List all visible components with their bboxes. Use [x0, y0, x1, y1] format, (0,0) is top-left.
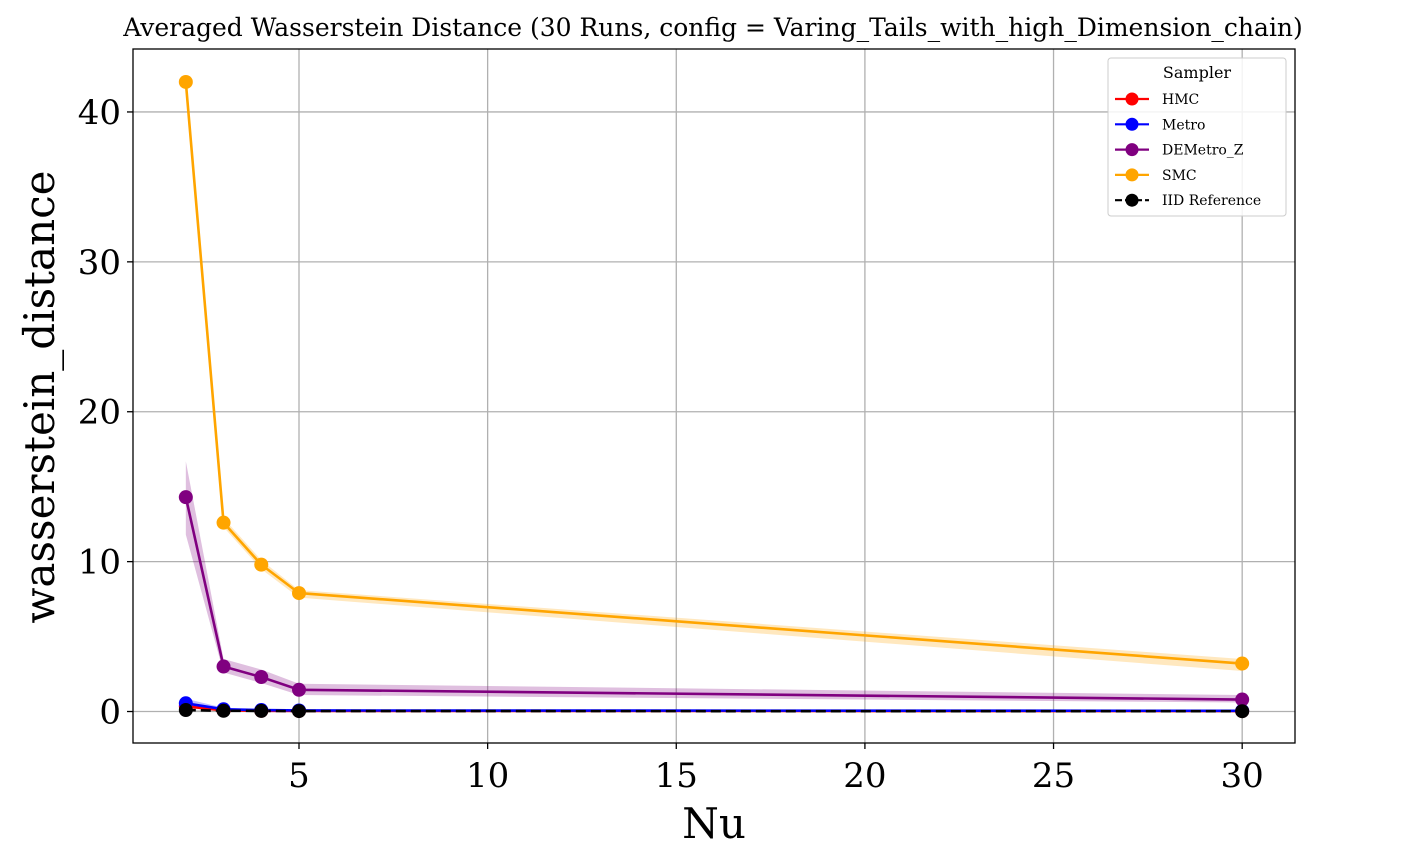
x-axis-label: Nu — [682, 799, 746, 848]
demetro-z-point — [178, 490, 193, 505]
legend-item-metro: Metro — [1115, 117, 1205, 133]
x-tick-label: 25 — [1032, 756, 1075, 796]
smc-point — [1235, 656, 1250, 671]
legend-item-smc: SMC — [1115, 168, 1197, 184]
legend-marker-iid-reference — [1125, 193, 1139, 207]
legend-entries: HMC Metro DEMetro_Z SMC IID Reference — [1115, 92, 1261, 209]
legend-item-demetro-z: DEMetro_Z — [1115, 143, 1244, 159]
smc-point — [254, 557, 269, 572]
legend-marker-metro — [1125, 117, 1139, 131]
x-tick-label: 5 — [288, 756, 310, 796]
legend-title: Sampler — [1163, 63, 1232, 82]
iid-reference-point — [254, 703, 269, 718]
iid-reference-point — [1235, 704, 1250, 719]
legend-label-iid-reference: IID Reference — [1162, 193, 1261, 209]
legend: Sampler HMC Metro DEMetro_Z SMC IID Referenc… — [1107, 57, 1287, 217]
demetro-z-point — [292, 682, 306, 697]
x-tick-label: 20 — [843, 756, 886, 796]
legend-label-hmc: HMC — [1162, 92, 1199, 108]
iid-reference-point — [292, 704, 306, 719]
legend-item-iid-reference: IID Reference — [1115, 193, 1261, 209]
x-tick-label: 15 — [655, 756, 698, 796]
legend-marker-hmc — [1125, 92, 1139, 106]
smc-point — [178, 74, 193, 89]
series-points — [178, 74, 1250, 719]
legend-label-metro: Metro — [1162, 117, 1205, 133]
y-tick-label: 0 — [99, 693, 121, 733]
chart-title: Averaged Wasserstein Distance (30 Runs, … — [122, 13, 1303, 42]
y-tick-label: 30 — [78, 243, 121, 283]
smc-point — [292, 586, 306, 601]
demetro-z-point — [216, 659, 231, 674]
legend-marker-demetro-z — [1125, 143, 1139, 157]
legend-item-hmc: HMC — [1115, 92, 1199, 108]
x-tick-label: 10 — [466, 756, 509, 796]
legend-label-smc: SMC — [1162, 168, 1197, 184]
y-tick-label: 10 — [78, 543, 121, 583]
smc-point — [216, 515, 231, 530]
axis-ticks: 5 10 15 20 25 30 0 10 20 30 40 — [78, 93, 1264, 796]
y-axis-label: wasserstein_distance — [15, 170, 64, 623]
iid-reference-point — [216, 703, 231, 718]
legend-box — [1107, 57, 1287, 217]
iid-reference-point — [178, 703, 193, 718]
y-tick-label: 40 — [78, 93, 121, 133]
demetro-z-point — [254, 670, 269, 685]
demetro-z-point — [1235, 692, 1250, 707]
legend-marker-smc — [1125, 168, 1139, 182]
plot-frame — [132, 48, 1296, 744]
x-tick-label: 30 — [1221, 756, 1264, 796]
legend-label-demetro-z: DEMetro_Z — [1162, 143, 1244, 159]
y-tick-label: 20 — [78, 393, 121, 433]
